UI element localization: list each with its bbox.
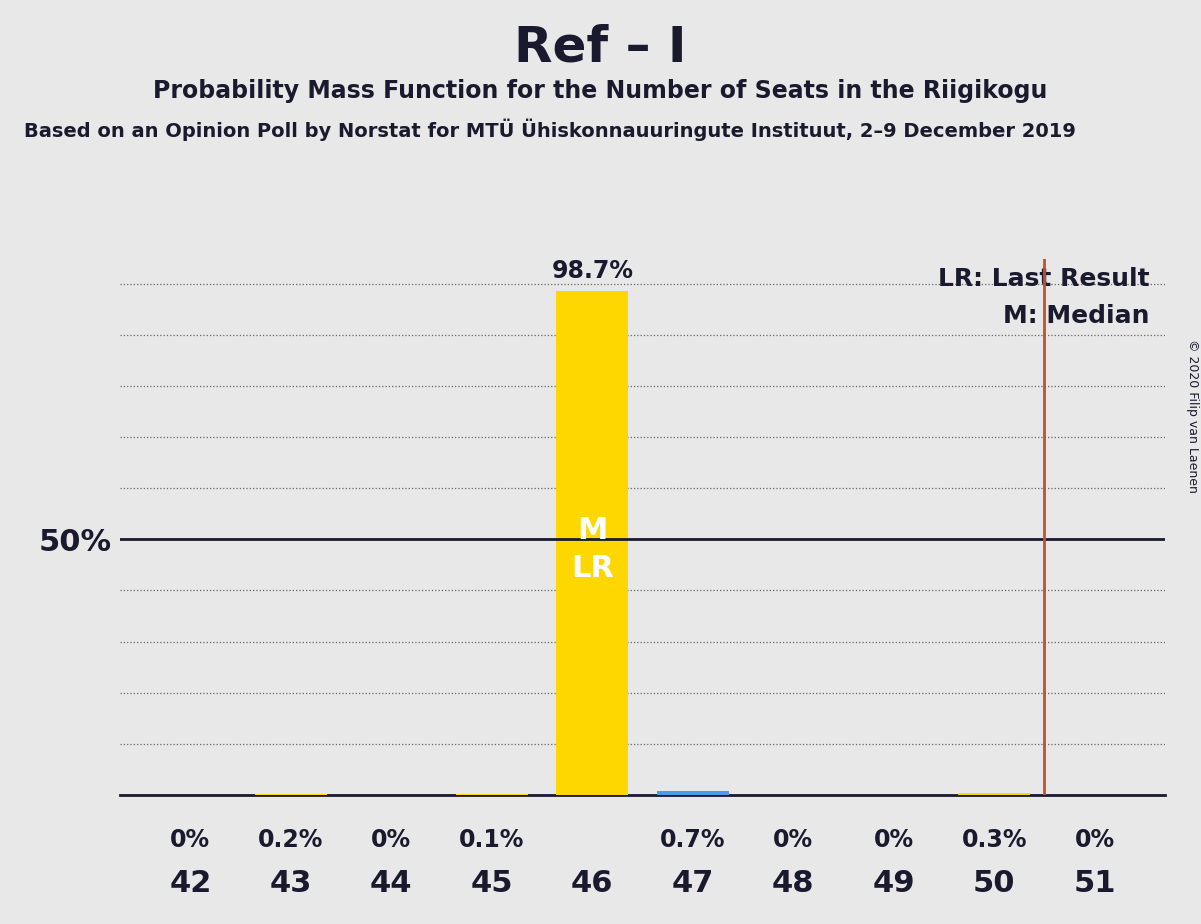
- Text: 42: 42: [169, 869, 211, 897]
- Text: 45: 45: [471, 869, 513, 897]
- Text: 0%: 0%: [873, 828, 914, 852]
- Bar: [657, 791, 729, 795]
- Bar: [958, 793, 1030, 795]
- Text: 0.1%: 0.1%: [459, 828, 525, 852]
- Text: M: Median: M: Median: [1003, 304, 1149, 328]
- Text: 48: 48: [772, 869, 814, 897]
- Text: 0%: 0%: [1075, 828, 1115, 852]
- Text: 98.7%: 98.7%: [551, 260, 633, 284]
- Text: 0.3%: 0.3%: [962, 828, 1027, 852]
- Text: 44: 44: [370, 869, 413, 897]
- Text: LR: Last Result: LR: Last Result: [938, 267, 1149, 291]
- Bar: [255, 794, 327, 795]
- Text: Probability Mass Function for the Number of Seats in the Riigikogu: Probability Mass Function for the Number…: [154, 79, 1047, 103]
- Text: Based on an Opinion Poll by Norstat for MTÜ Ühiskonnauuringute Instituut, 2–9 De: Based on an Opinion Poll by Norstat for …: [24, 118, 1076, 140]
- Text: 47: 47: [671, 869, 713, 897]
- Text: 51: 51: [1074, 869, 1116, 897]
- Text: 0%: 0%: [171, 828, 210, 852]
- Text: 0.7%: 0.7%: [661, 828, 725, 852]
- Text: 0%: 0%: [371, 828, 412, 852]
- Text: M
LR: M LR: [570, 516, 614, 583]
- Text: 43: 43: [270, 869, 312, 897]
- Text: © 2020 Filip van Laenen: © 2020 Filip van Laenen: [1185, 339, 1199, 492]
- Text: 50: 50: [973, 869, 1015, 897]
- Text: Ref – I: Ref – I: [514, 23, 687, 71]
- Text: 0%: 0%: [773, 828, 813, 852]
- Text: 49: 49: [872, 869, 915, 897]
- Bar: [556, 291, 628, 795]
- Text: 46: 46: [570, 869, 614, 897]
- Text: 0.2%: 0.2%: [258, 828, 323, 852]
